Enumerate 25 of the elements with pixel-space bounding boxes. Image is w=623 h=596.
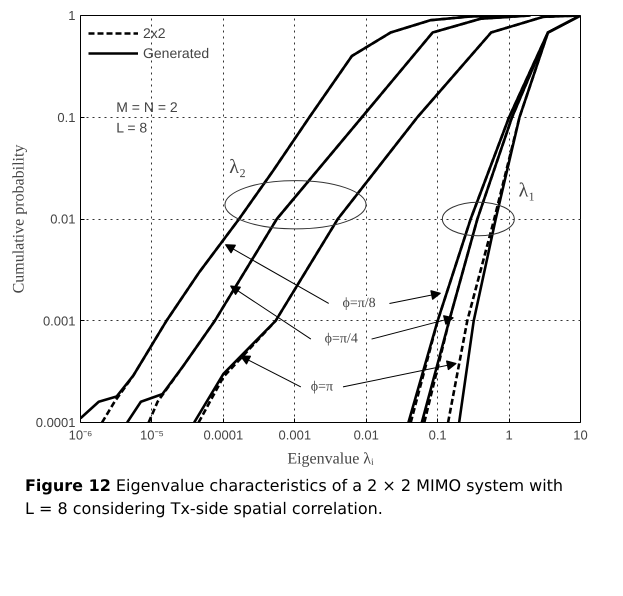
annotation: λ₁ bbox=[518, 180, 536, 202]
annotation: M = N = 2 bbox=[116, 99, 178, 116]
x-tick-label: 10⁻⁶ bbox=[68, 428, 92, 442]
annotation: ϕ=π bbox=[310, 379, 334, 394]
annotation: ϕ=π/4 bbox=[324, 332, 358, 347]
x-tick-label: 0.1 bbox=[428, 428, 447, 442]
legend-label: Generated bbox=[143, 45, 210, 61]
annotation: ϕ=π/8 bbox=[342, 296, 376, 311]
x-axis-title: Eigenvalue λᵢ bbox=[287, 450, 374, 468]
legend-label: 2x2 bbox=[143, 25, 166, 41]
y-tick-label: 1 bbox=[68, 8, 76, 23]
x-tick-label: 1 bbox=[505, 428, 513, 442]
caption: Figure 12 bbox=[25, 476, 111, 495]
y-tick-label: 0.1 bbox=[57, 110, 76, 125]
y-tick-label: 0.0001 bbox=[36, 415, 76, 430]
annotation: λ₂ bbox=[229, 156, 246, 178]
x-tick-label: 0.0001 bbox=[203, 428, 244, 442]
y-axis-title: Cumulative probability bbox=[10, 144, 28, 294]
x-tick-label: 0.001 bbox=[278, 428, 312, 442]
x-tick-label: 10⁻⁵ bbox=[140, 428, 164, 442]
x-tick-label: 10 bbox=[573, 428, 588, 442]
annotation: L = 8 bbox=[116, 119, 148, 136]
y-tick-label: 0.001 bbox=[42, 313, 76, 328]
x-tick-label: 0.01 bbox=[354, 428, 379, 442]
y-tick-label: 0.01 bbox=[50, 212, 76, 226]
